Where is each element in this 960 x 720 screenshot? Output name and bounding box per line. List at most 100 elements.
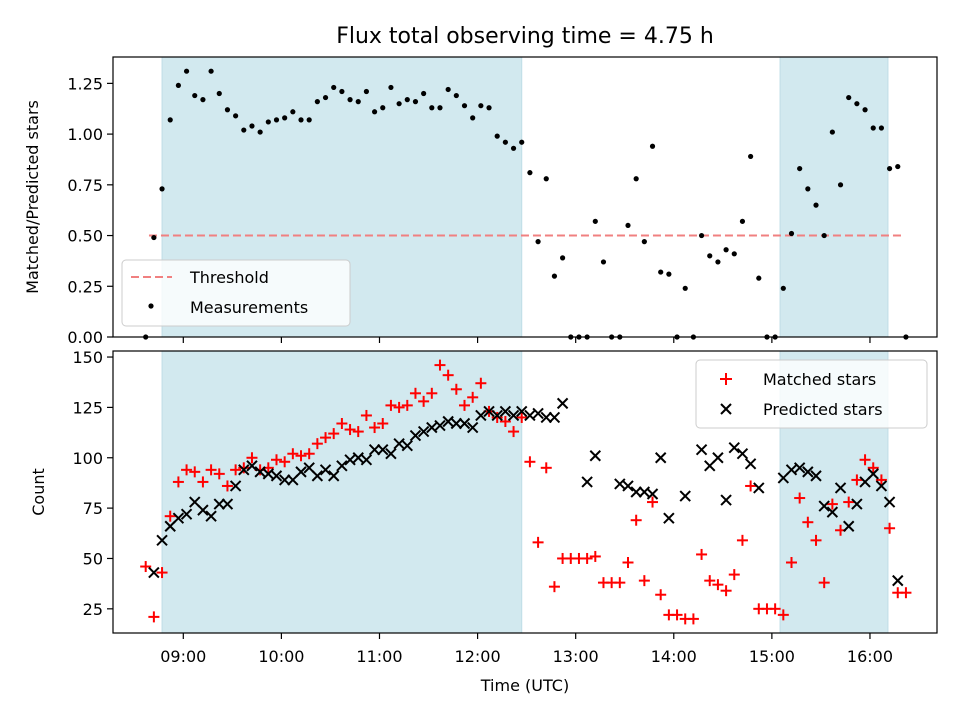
measurement-point [429,105,435,111]
x-tick-label: 13:00 [553,647,599,666]
matched-star-point [311,438,323,450]
predicted-star-point [377,443,389,456]
predicted-star-point [867,468,879,480]
predicted-star-point [638,486,651,498]
predicted-star-point [826,506,839,518]
matched-star-point [794,492,806,504]
measurement-point [183,68,190,74]
matched-star-point [418,395,430,407]
measurement-point [895,163,901,170]
bottom-y-tick-label: 150 [72,348,103,367]
matched-star-point [140,561,152,573]
matched-star-point [655,589,667,601]
measurement-point [412,99,419,105]
matched-star-point [884,522,896,534]
bottom-y-tick-label: 100 [72,449,103,468]
predicted-star-point [507,409,520,422]
predicted-star-point [148,566,160,579]
legend-predicted-label: Predicted stars [763,400,883,419]
top-y-axis-label: Matched/Predicted stars [23,100,42,294]
top-axes-frame [112,56,938,338]
measurement-point [707,253,713,259]
matched-star-point [548,581,560,593]
matched-star-point [230,464,242,476]
measurement-point [658,269,664,275]
measurement-point [682,285,688,291]
matched-star-point [745,480,757,492]
predicted-star-point [744,458,757,470]
predicted-star-point [483,405,495,418]
x-axis-label: Time (UTC) [480,676,569,695]
measurement-point [846,94,852,101]
measurement-point [347,97,353,103]
matched-star-point [221,480,233,492]
measurement-point [821,232,827,239]
matched-star-point [459,399,471,411]
measurement-point [886,165,893,172]
matched-star-point [320,432,332,444]
measurement-point [241,127,247,133]
matched-star-point [524,456,536,468]
matched-star-point [205,464,217,476]
predicted-star-point [205,510,217,522]
matched-star-point [499,416,511,427]
measurement-point [216,90,222,97]
measurement-point [486,105,492,111]
legend-threshold-label: Threshold [189,268,269,287]
predicted-star-point [663,512,675,524]
bottom-y-ticks: 25 50 75 100 125 150 [72,348,113,619]
x-tick-label: 10:00 [258,647,304,666]
matched-star-point [287,448,299,460]
predicted-star-point [458,417,471,430]
predicted-star-point [254,466,266,478]
matched-star-point [843,496,855,508]
predicted-star-point [834,482,847,494]
matched-star-point [712,579,724,591]
predicted-star-point [630,486,642,498]
measurement-point [870,125,876,131]
matched-star-point [491,411,503,423]
measurement-point [273,117,280,123]
predicted-star-point [524,409,536,422]
measurement-point [813,202,819,208]
matched-star-point [736,534,748,546]
measurement-point [388,84,394,91]
bottom-y-tick-label: 125 [72,398,103,417]
matched-star-point [270,454,282,466]
predicted-star-point [589,450,602,462]
predicted-star-point [679,490,691,502]
measurement-point [756,275,762,281]
x-tick-label: 09:00 [160,647,206,666]
matched-star-point [859,454,871,466]
measurement-point [453,92,459,99]
measurement-point [649,143,656,149]
measurement-point [404,97,410,103]
predicted-star-point [442,415,454,428]
matched-star-point [156,567,168,579]
measurement-points [143,68,909,340]
bottom-axes-frame [112,350,938,634]
x-tick-label: 16:00 [847,647,893,666]
predicted-star-point [385,448,397,460]
predicted-star-point [466,421,479,434]
x-tick-label: 15:00 [749,647,795,666]
predicted-star-point [785,464,798,476]
matched-star-point [393,401,405,413]
top-y-tick-label: 0.25 [67,277,103,296]
predicted-star-point [875,480,888,492]
measurement-point [494,133,500,139]
top-y-tick-label: 0.50 [67,227,103,246]
measurement-point [200,97,206,103]
predicted-star-point [262,468,275,480]
measurement-point [633,176,639,182]
measurement-point [739,218,746,224]
measurement-point [437,105,443,111]
matched-star-point [377,418,389,430]
bottom-y-axis-label: Count [29,468,48,516]
measurement-point [363,88,370,95]
predicted-star-point [238,464,250,476]
bottom-y-tick-label: 75 [83,499,103,518]
predicted-star-point [802,466,814,478]
predicted-star-point [736,448,749,460]
matched-star-point [614,577,626,589]
